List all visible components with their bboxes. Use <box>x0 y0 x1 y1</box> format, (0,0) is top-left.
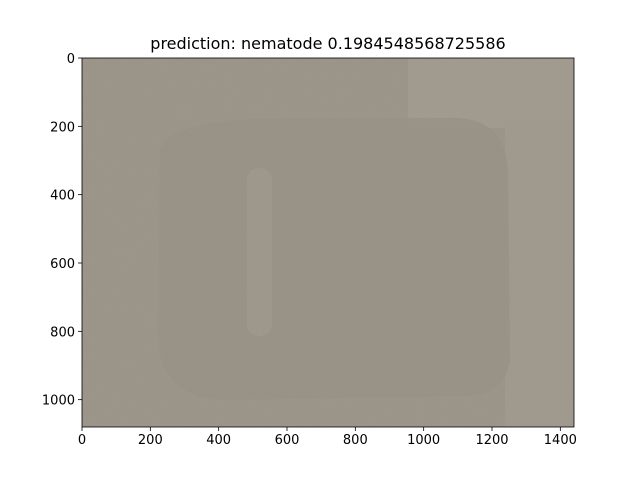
chart-title: prediction: nematode 0.1984548568725586 <box>150 34 505 53</box>
y-tick-label: 0 <box>67 52 75 67</box>
y-tick-label: 800 <box>50 325 75 340</box>
x-tick-label: 200 <box>138 433 163 448</box>
image-noise <box>82 58 574 427</box>
y-tick-label: 1000 <box>42 394 75 409</box>
image <box>82 58 574 427</box>
x-tick-label: 1000 <box>407 433 440 448</box>
x-tick-label: 0 <box>78 433 86 448</box>
x-tick-label: 600 <box>275 433 300 448</box>
axes-frame <box>81 57 575 428</box>
y-tick-label: 200 <box>50 120 75 135</box>
x-tick-label: 1400 <box>544 433 577 448</box>
y-tick-label: 600 <box>50 257 75 272</box>
x-tick-label: 800 <box>343 433 368 448</box>
y-tick-label: 400 <box>50 189 75 204</box>
x-tick-label: 1200 <box>475 433 508 448</box>
x-tick-label: 400 <box>206 433 231 448</box>
